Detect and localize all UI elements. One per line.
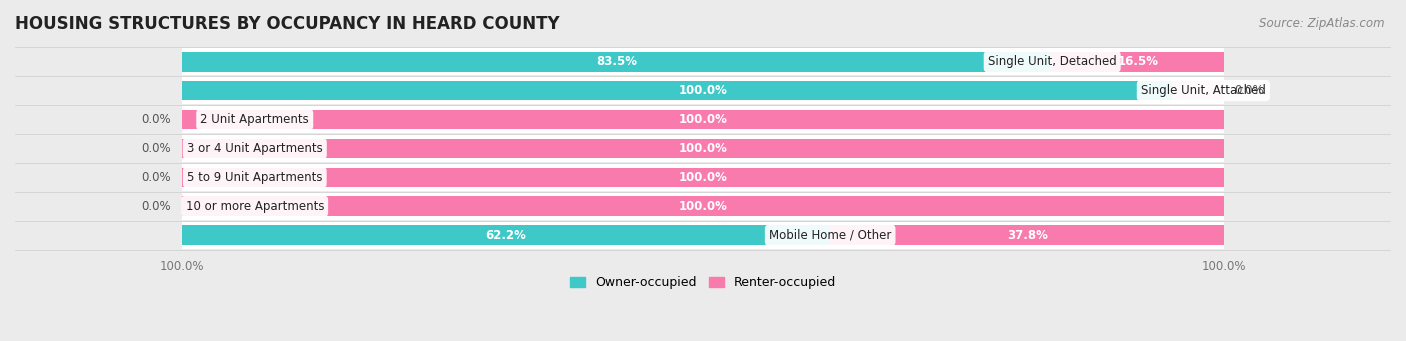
Bar bbox=[181, 52, 1052, 72]
Bar bbox=[181, 77, 1225, 104]
Bar bbox=[181, 167, 233, 187]
Bar bbox=[181, 164, 1225, 191]
Text: 37.8%: 37.8% bbox=[1007, 229, 1047, 242]
Text: 0.0%: 0.0% bbox=[142, 142, 172, 155]
Text: 62.2%: 62.2% bbox=[485, 229, 526, 242]
Text: 100.0%: 100.0% bbox=[679, 84, 727, 97]
Bar bbox=[181, 110, 233, 129]
Bar bbox=[830, 225, 1225, 245]
Legend: Owner-occupied, Renter-occupied: Owner-occupied, Renter-occupied bbox=[565, 271, 841, 294]
Bar bbox=[181, 196, 1225, 216]
Bar bbox=[181, 106, 1225, 133]
Text: 100.0%: 100.0% bbox=[679, 142, 727, 155]
Text: Source: ZipAtlas.com: Source: ZipAtlas.com bbox=[1260, 17, 1385, 30]
Text: Mobile Home / Other: Mobile Home / Other bbox=[769, 229, 891, 242]
Text: 83.5%: 83.5% bbox=[596, 55, 637, 68]
Text: 100.0%: 100.0% bbox=[679, 200, 727, 213]
Bar bbox=[181, 222, 1225, 249]
Text: 5 to 9 Unit Apartments: 5 to 9 Unit Apartments bbox=[187, 171, 322, 184]
Text: 2 Unit Apartments: 2 Unit Apartments bbox=[201, 113, 309, 126]
Text: 0.0%: 0.0% bbox=[142, 113, 172, 126]
Text: Single Unit, Attached: Single Unit, Attached bbox=[1140, 84, 1265, 97]
Text: 0.0%: 0.0% bbox=[142, 200, 172, 213]
Text: 0.0%: 0.0% bbox=[142, 171, 172, 184]
Bar bbox=[181, 167, 1225, 187]
Text: 100.0%: 100.0% bbox=[679, 113, 727, 126]
Text: 16.5%: 16.5% bbox=[1118, 55, 1159, 68]
Text: HOUSING STRUCTURES BY OCCUPANCY IN HEARD COUNTY: HOUSING STRUCTURES BY OCCUPANCY IN HEARD… bbox=[15, 15, 560, 33]
Text: Single Unit, Detached: Single Unit, Detached bbox=[988, 55, 1116, 68]
Bar bbox=[181, 193, 1225, 220]
Bar bbox=[181, 48, 1225, 75]
Bar bbox=[181, 139, 233, 158]
Bar bbox=[1052, 52, 1225, 72]
Bar bbox=[181, 139, 1225, 158]
Bar bbox=[181, 135, 1225, 162]
Text: 0.0%: 0.0% bbox=[1234, 84, 1264, 97]
Bar bbox=[181, 81, 1225, 101]
Bar bbox=[181, 110, 1225, 129]
Text: 100.0%: 100.0% bbox=[679, 171, 727, 184]
Text: 3 or 4 Unit Apartments: 3 or 4 Unit Apartments bbox=[187, 142, 322, 155]
Bar bbox=[181, 225, 830, 245]
Text: 10 or more Apartments: 10 or more Apartments bbox=[186, 200, 323, 213]
Bar bbox=[1173, 81, 1225, 101]
Bar bbox=[181, 196, 233, 216]
